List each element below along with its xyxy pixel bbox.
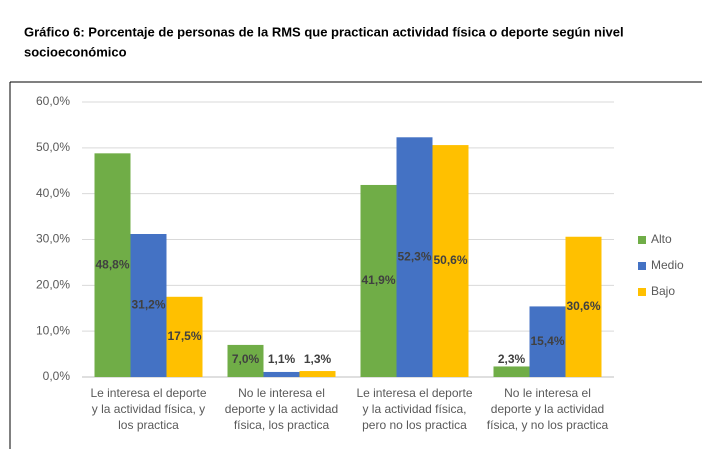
legend-swatch (638, 262, 646, 270)
bar (396, 137, 433, 377)
data-label: 2,3% (498, 352, 526, 366)
x-tick-label: y la actividad física, y (92, 402, 205, 416)
data-label: 17,5% (167, 329, 201, 343)
bar (493, 366, 530, 377)
legend-label: Medio (651, 258, 684, 272)
legend-swatch (638, 288, 646, 296)
chart-title: Gráfico 6: Porcentaje de personas de la … (24, 24, 624, 39)
data-label: 1,1% (268, 352, 296, 366)
legend-swatch (638, 236, 646, 244)
x-tick-label: No le interesa el (504, 386, 591, 400)
bar (166, 296, 203, 377)
x-tick-label: pero no los practica (362, 418, 467, 432)
data-label: 31,2% (131, 298, 165, 312)
bar (432, 145, 469, 377)
y-tick-label: 20,0% (36, 278, 70, 292)
data-label: 48,8% (95, 257, 129, 271)
y-tick-label: 40,0% (36, 186, 70, 200)
data-label: 1,3% (304, 352, 332, 366)
y-tick-label: 60,0% (36, 94, 70, 108)
bar (565, 236, 602, 377)
bar (299, 371, 336, 377)
x-tick-label: física, los practica (234, 418, 330, 432)
x-tick-label: Le interesa el deporte (90, 386, 206, 400)
y-tick-label: 0,0% (43, 369, 71, 383)
bar (94, 153, 131, 377)
data-label: 52,3% (397, 249, 431, 263)
x-tick-label: física, y no los practica (487, 418, 609, 432)
bar (227, 344, 264, 377)
y-tick-label: 30,0% (36, 232, 70, 246)
legend-label: Alto (651, 232, 672, 246)
x-tick-label: deporte y la actividad (491, 402, 604, 416)
x-tick-label: y la actividad física, (362, 402, 466, 416)
x-tick-label: deporte y la actividad (225, 402, 338, 416)
bar (529, 306, 566, 377)
data-label: 7,0% (232, 352, 260, 366)
data-label: 50,6% (433, 253, 467, 267)
data-label: 41,9% (361, 273, 395, 287)
y-tick-label: 50,0% (36, 140, 70, 154)
bar (263, 371, 300, 377)
data-label: 15,4% (530, 334, 564, 348)
y-tick-label: 10,0% (36, 323, 70, 337)
chart-title: socioeconómico (24, 44, 127, 59)
x-tick-label: No le interesa el (238, 386, 325, 400)
bar (130, 234, 167, 377)
x-tick-label: los practica (118, 418, 179, 432)
legend-label: Bajo (651, 284, 675, 298)
data-label: 30,6% (566, 299, 600, 313)
x-tick-label: Le interesa el deporte (356, 386, 472, 400)
bar (360, 184, 397, 377)
